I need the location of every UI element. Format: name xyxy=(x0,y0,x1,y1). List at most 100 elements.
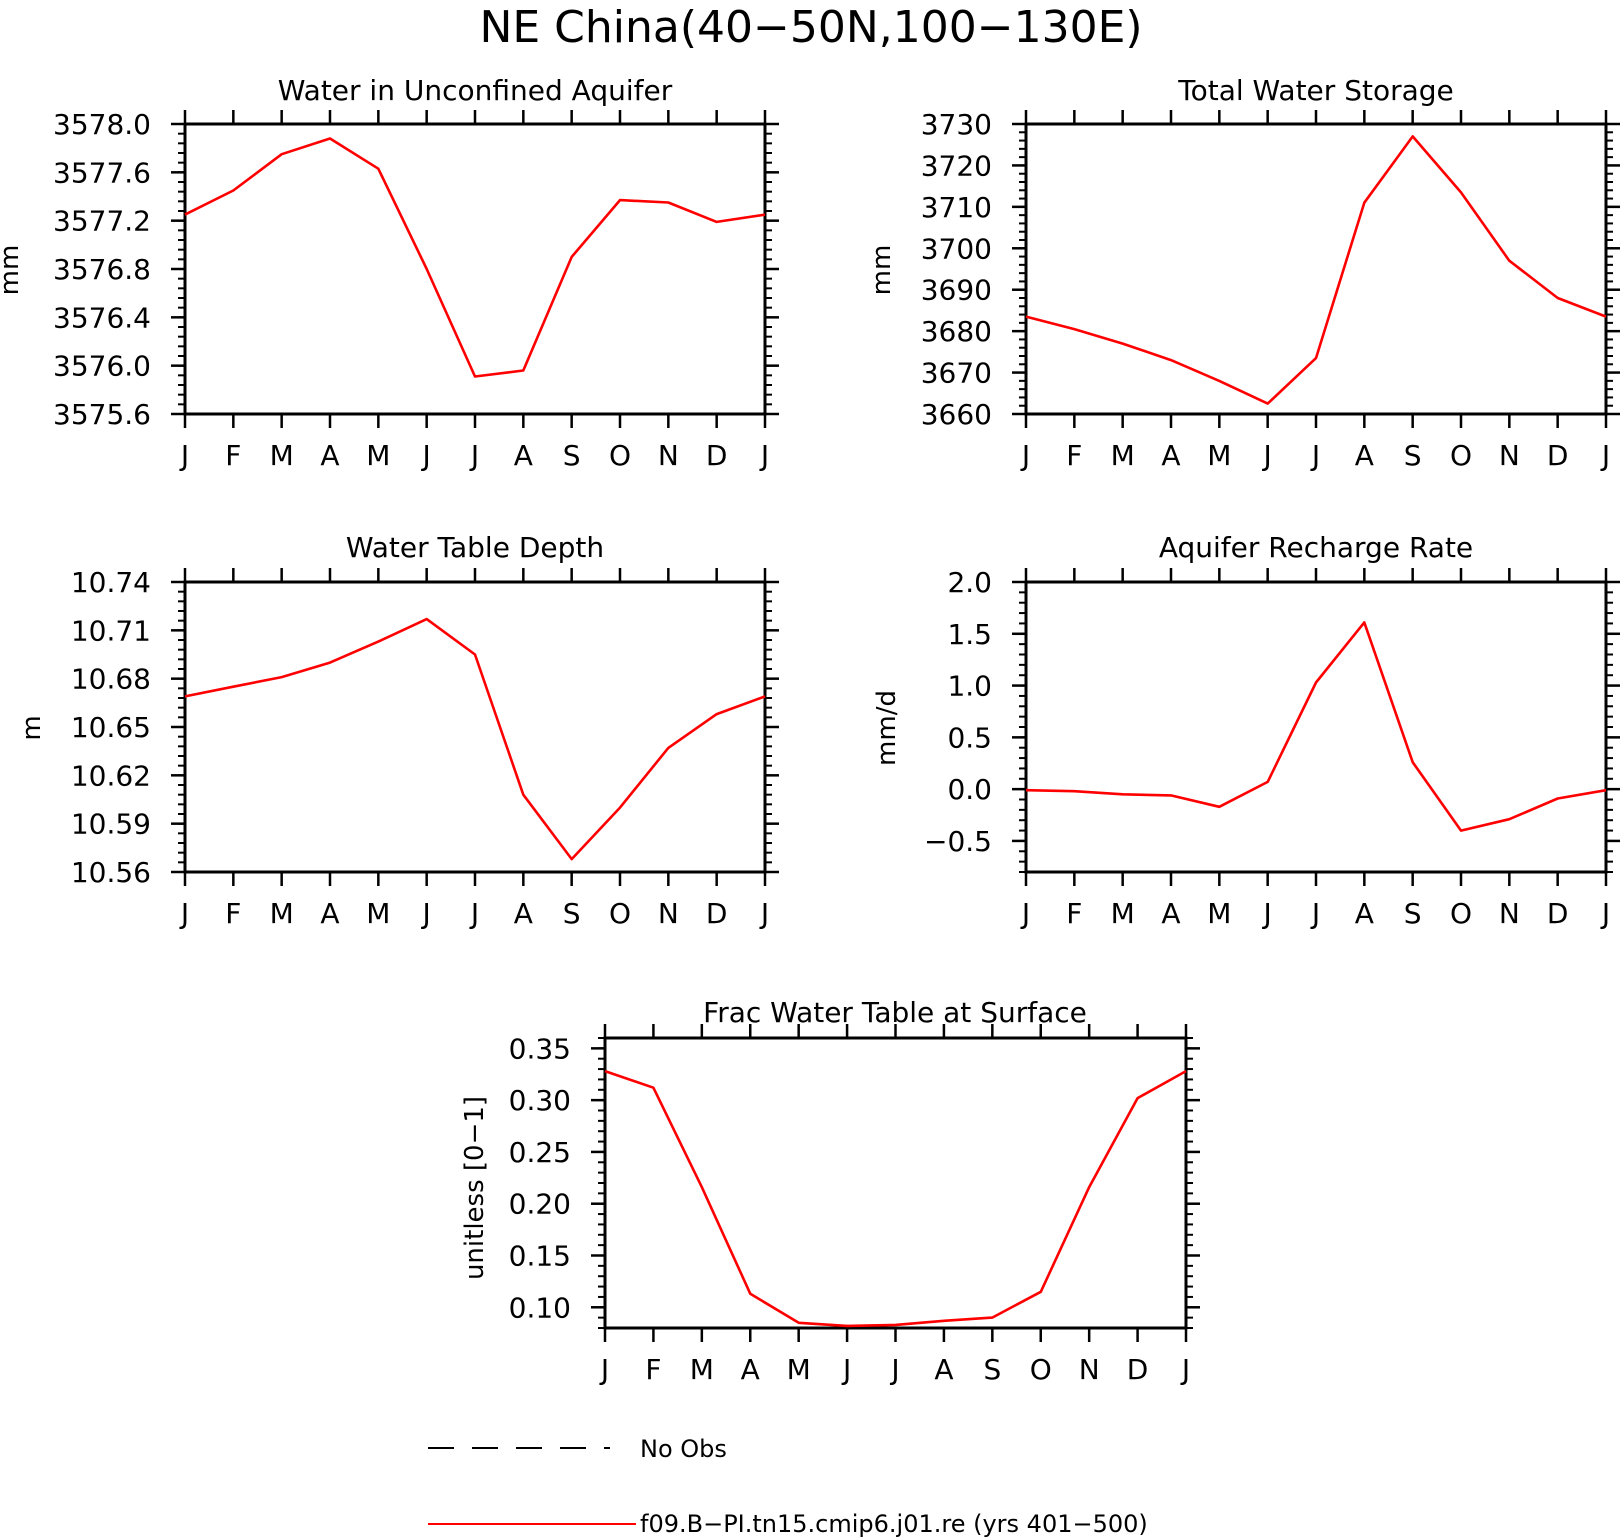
x-tick-label: J xyxy=(759,897,769,930)
panel-title: Frac Water Table at Surface xyxy=(703,996,1087,1029)
y-tick-label: 2.0 xyxy=(947,566,992,599)
x-tick-label: M xyxy=(787,1353,811,1386)
plot-frame xyxy=(183,122,767,416)
y-tick-label: 0.15 xyxy=(509,1240,571,1273)
y-axis-label: mm/d xyxy=(872,690,902,766)
x-tick-label: J xyxy=(759,439,769,472)
x-tick-label: S xyxy=(1404,897,1422,930)
x-tick-label: O xyxy=(1450,897,1472,930)
x-tick-label: F xyxy=(645,1353,661,1386)
y-tick-label: 3700 xyxy=(921,232,992,265)
x-tick-label: N xyxy=(1499,897,1520,930)
y-tick-label: 3578.0 xyxy=(53,108,151,141)
y-tick-label: 10.74 xyxy=(71,566,151,599)
x-tick-label: J xyxy=(1262,439,1272,472)
chart-panel-total-water-storage: Total Water Storage mm J F M A M J J A S O N D J3660… xyxy=(867,74,1620,472)
x-tick-label: J xyxy=(841,1353,851,1386)
x-tick-label: N xyxy=(658,897,679,930)
chart-panel-water-table-depth: Water Table Depth m J F M A M J J A S O N D J10.5610… xyxy=(17,531,779,930)
y-tick-label: 3576.4 xyxy=(53,301,151,334)
legend: No Obs f09.B−PI.tn15.cmip6.j01.re (yrs 4… xyxy=(428,1435,1148,1538)
y-tick-label: 3576.8 xyxy=(53,253,151,286)
y-tick-label: 0.10 xyxy=(509,1291,571,1324)
y-tick-label: 10.59 xyxy=(71,808,151,841)
y-tick-label: 0.20 xyxy=(509,1188,571,1221)
x-tick-label: O xyxy=(1030,1353,1052,1386)
y-tick-label: 3720 xyxy=(921,149,992,182)
x-tick-label: A xyxy=(1355,439,1374,472)
y-tick-label: 3577.6 xyxy=(53,156,151,189)
y-tick-label: 3575.6 xyxy=(53,398,151,431)
x-tick-label: A xyxy=(514,439,533,472)
plot-frame xyxy=(1024,580,1608,874)
y-tick-label: 0.5 xyxy=(947,721,992,754)
x-tick-label: J xyxy=(1180,1353,1190,1386)
figure-title: NE China(40−50N,100−130E) xyxy=(479,2,1142,53)
x-tick-label: S xyxy=(1404,439,1422,472)
x-tick-label: J xyxy=(179,439,189,472)
x-tick-label: J xyxy=(421,897,431,930)
x-tick-label: F xyxy=(225,897,241,930)
y-tick-label: 10.56 xyxy=(71,856,151,889)
x-tick-label: D xyxy=(1127,1353,1149,1386)
x-tick-label: J xyxy=(421,439,431,472)
x-tick-label: M xyxy=(1207,897,1231,930)
x-tick-label: M xyxy=(1111,439,1135,472)
y-tick-label: 0.35 xyxy=(509,1032,571,1065)
x-tick-label: F xyxy=(1066,897,1082,930)
series-line xyxy=(1025,621,1607,832)
x-tick-label: S xyxy=(563,439,581,472)
plot-frame xyxy=(183,580,767,874)
x-tick-label: N xyxy=(658,439,679,472)
y-tick-label: 3690 xyxy=(921,274,992,307)
x-tick-label: N xyxy=(1499,439,1520,472)
x-tick-label: O xyxy=(609,897,631,930)
y-tick-label: 3710 xyxy=(921,191,992,224)
x-tick-label: M xyxy=(270,439,294,472)
x-tick-label: D xyxy=(1547,439,1569,472)
x-tick-label: S xyxy=(563,897,581,930)
x-tick-label: S xyxy=(983,1353,1001,1386)
plot-frame xyxy=(603,1036,1188,1330)
y-tick-label: 10.62 xyxy=(71,759,151,792)
y-axis-label: unitless [0−1] xyxy=(460,1096,490,1280)
x-tick-label: D xyxy=(706,897,728,930)
x-tick-label: A xyxy=(1161,897,1180,930)
x-tick-label: M xyxy=(366,439,390,472)
chart-panel-frac-water-table: Frac Water Table at Surface unitless [0−… xyxy=(460,996,1200,1386)
x-tick-label: F xyxy=(1066,439,1082,472)
panel-title: Water Table Depth xyxy=(346,531,604,564)
y-tick-label: 0.25 xyxy=(509,1136,571,1169)
y-tick-label: 3660 xyxy=(921,398,992,431)
x-tick-label: M xyxy=(270,897,294,930)
x-tick-label: J xyxy=(1310,439,1320,472)
y-tick-label: 10.71 xyxy=(71,614,151,647)
x-tick-label: A xyxy=(1161,439,1180,472)
x-tick-label: M xyxy=(1111,897,1135,930)
x-tick-label: O xyxy=(1450,439,1472,472)
x-tick-label: J xyxy=(1020,897,1030,930)
x-tick-label: D xyxy=(1547,897,1569,930)
series-line xyxy=(1025,135,1607,405)
x-tick-label: A xyxy=(320,897,339,930)
y-tick-label: 3680 xyxy=(921,315,992,348)
y-tick-label: 3730 xyxy=(921,108,992,141)
x-tick-label: J xyxy=(889,1353,899,1386)
x-tick-label: J xyxy=(599,1353,609,1386)
legend-model-label: f09.B−PI.tn15.cmip6.j01.re (yrs 401−500) xyxy=(640,1510,1148,1538)
series-line xyxy=(184,137,766,378)
x-tick-label: J xyxy=(469,897,479,930)
y-tick-label: −0.5 xyxy=(924,825,992,858)
x-tick-label: J xyxy=(1310,897,1320,930)
x-tick-label: A xyxy=(514,897,533,930)
x-tick-label: A xyxy=(934,1353,953,1386)
panel-title: Water in Unconfined Aquifer xyxy=(278,74,673,107)
x-tick-label: J xyxy=(469,439,479,472)
y-tick-label: 3576.0 xyxy=(53,350,151,383)
x-tick-label: J xyxy=(1020,439,1030,472)
y-axis-label: m xyxy=(17,715,47,740)
y-tick-label: 3577.2 xyxy=(53,205,151,238)
y-tick-label: 10.65 xyxy=(71,711,151,744)
